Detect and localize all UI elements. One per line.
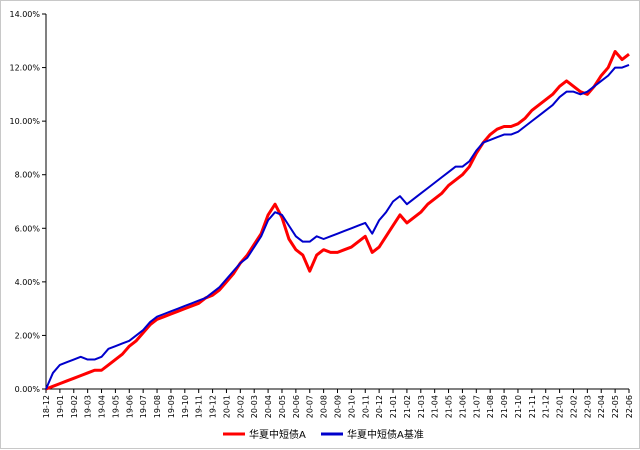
series-line-1	[45, 63, 630, 390]
x-tick-label: 22-04	[597, 395, 606, 418]
series-lines	[45, 50, 630, 391]
legend: 华夏中短债A 华夏中短债A基准	[223, 428, 424, 441]
x-tick-label: 19-06	[125, 395, 134, 418]
x-tick-label: 19-11	[195, 395, 204, 418]
x-tick-label: 19-04	[98, 395, 107, 418]
x-tick-label: 21-03	[417, 395, 426, 418]
x-tick-label: 20-08	[320, 395, 329, 418]
x-tick-label: 20-04	[264, 395, 273, 418]
x-tick-label: 21-12	[542, 395, 551, 418]
x-tick-label: 19-07	[139, 395, 148, 418]
x-tick-label: 20-07	[306, 395, 315, 418]
x-tick-label: 21-02	[403, 395, 412, 418]
y-tick-label: 12.00%	[9, 64, 40, 73]
x-tick-label: 19-03	[84, 395, 93, 418]
x-tick-label: 19-09	[167, 395, 176, 418]
y-tick-label: 6.00%	[15, 224, 41, 233]
x-tick-label: 22-01	[556, 395, 565, 418]
x-tick-label: 19-10	[181, 395, 190, 418]
y-tick-label: 2.00%	[15, 331, 41, 340]
x-tick-label: 20-03	[250, 395, 259, 418]
x-tick-label: 21-01	[389, 395, 398, 418]
x-tick-label: 19-01	[56, 395, 65, 418]
x-tick-label: 20-10	[347, 395, 356, 418]
x-tick-label: 20-12	[375, 395, 384, 418]
x-tick-label: 22-02	[569, 395, 578, 418]
x-tick-label: 21-11	[528, 395, 537, 418]
x-tick-label: 21-08	[486, 395, 495, 418]
x-tick-label: 21-06	[458, 395, 467, 418]
x-tick-label: 20-11	[361, 395, 370, 418]
x-axis: 18-12 19-01 19-02 19-03 19-04 19-05 19-06 19-07…	[42, 388, 634, 418]
x-tick-label: 22-05	[611, 395, 620, 418]
x-tick-label: 19-12	[209, 395, 218, 418]
x-tick-label: 21-09	[500, 395, 509, 418]
legend-label-1: 华夏中短债A基准	[347, 428, 424, 441]
y-tick-label: 8.00%	[15, 171, 41, 180]
series-line-0	[45, 50, 630, 391]
x-tick-label: 21-05	[445, 395, 454, 418]
x-tick-label: 20-02	[236, 395, 245, 418]
x-tick-label: 20-06	[292, 395, 301, 418]
x-tick-label: 21-07	[472, 395, 481, 418]
x-tick-label: 20-09	[334, 395, 343, 418]
x-tick-label: 21-04	[431, 395, 440, 418]
y-tick-label: 0.00%	[15, 385, 41, 394]
legend-label-0: 华夏中短债A	[249, 428, 306, 441]
y-tick-label: 10.00%	[9, 117, 40, 126]
x-tick-label: 18-12	[42, 395, 51, 418]
x-tick-label: 19-05	[111, 395, 120, 418]
x-tick-label: 22-06	[625, 395, 634, 418]
y-tick-label: 4.00%	[15, 278, 41, 287]
x-tick-label: 21-10	[514, 395, 523, 418]
y-axis: 0.00% 2.00% 4.00% 6.00% 8.00% 10.00% 12.00% 14.…	[9, 10, 47, 394]
x-tick-label: 19-02	[70, 395, 79, 418]
y-tick-label: 14.00%	[9, 10, 40, 19]
x-tick-label: 20-01	[222, 395, 231, 418]
x-tick-label: 19-08	[153, 395, 162, 418]
x-tick-label: 22-03	[583, 395, 592, 418]
x-tick-label: 20-05	[278, 395, 287, 418]
